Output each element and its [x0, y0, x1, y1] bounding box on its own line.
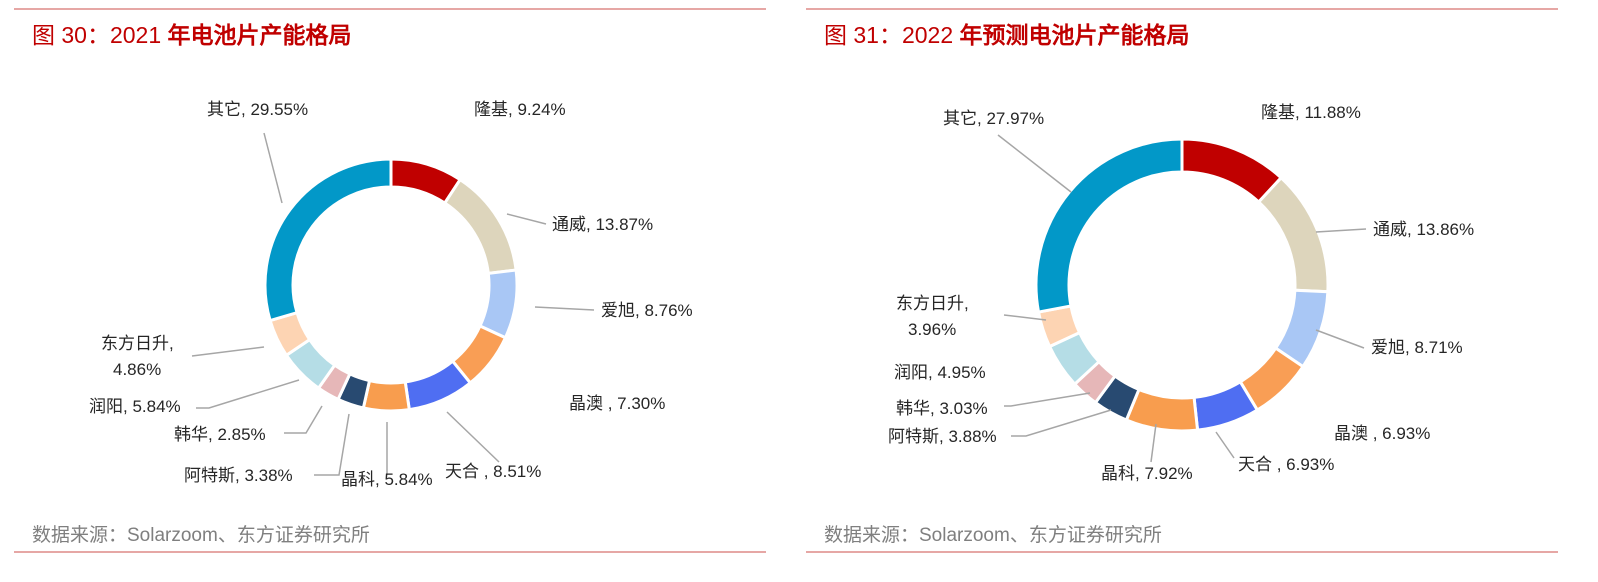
data-label-11: 其它, 27.97%	[943, 109, 1044, 128]
chart-panel-2022: 图 31：2022 年预测电池片产能格局 隆基, 11.88% 通威, 13.86…	[806, 0, 1558, 582]
leader-line-3	[1315, 329, 1365, 349]
donut-slice-2	[1256, 175, 1330, 294]
leader-line-7	[314, 413, 350, 476]
data-label-9: 润阳, 4.95%	[894, 363, 986, 382]
data-label-3: 爱旭, 8.76%	[601, 301, 693, 320]
title-prefix: 图 30：2021	[32, 22, 168, 48]
leader-line-9	[196, 379, 300, 409]
donut-slice-11	[1034, 137, 1184, 314]
leader-line-7	[1011, 409, 1112, 437]
data-label-7: 阿特斯, 3.38%	[184, 466, 293, 485]
leader-line-5	[1215, 431, 1235, 459]
data-label-5: 天合 , 6.93%	[1238, 455, 1334, 474]
data-label-2: 通威, 13.86%	[1373, 220, 1474, 239]
leader-line-8	[284, 405, 323, 434]
chart-title: 图 31：2022 年预测电池片产能格局	[824, 16, 1190, 50]
data-label-7: 阿特斯, 3.88%	[888, 427, 997, 446]
data-label-11: 其它, 29.55%	[207, 100, 308, 119]
top-rule	[14, 8, 766, 10]
data-label-10: 东方日升, 4.86%	[101, 334, 174, 379]
data-label-8: 韩华, 3.03%	[896, 399, 988, 418]
donut-slice-11	[263, 157, 393, 323]
title-prefix: 图 31：2022	[824, 22, 960, 48]
data-label-2: 通威, 13.87%	[552, 215, 653, 234]
data-label-3: 爱旭, 8.71%	[1371, 338, 1463, 357]
data-label-5: 天合 , 8.51%	[445, 462, 541, 481]
donut-slice-2	[442, 177, 518, 276]
data-label-6: 晶科, 7.92%	[1101, 464, 1193, 483]
top-rule	[806, 8, 1558, 10]
data-label-1: 隆基, 9.24%	[474, 100, 566, 119]
title-main: 年电池片产能格局	[167, 22, 352, 48]
bottom-rule	[806, 551, 1558, 553]
data-label-4: 晶澳 , 7.30%	[569, 394, 665, 413]
leader-line-5	[446, 411, 500, 463]
chart-panel-2021: 图 30：2021 年电池片产能格局 隆基, 9.24% 通威, 13.87% 爱旭…	[14, 0, 766, 582]
chart-title: 图 30：2021 年电池片产能格局	[32, 16, 352, 50]
leader-line-11	[997, 134, 1072, 193]
bottom-rule	[14, 551, 766, 553]
donut-slice-6	[361, 378, 412, 413]
leader-line-3	[534, 306, 595, 311]
leader-line-2	[506, 213, 547, 225]
data-label-6: 晶科, 5.84%	[341, 470, 433, 489]
data-label-4: 晶澳 , 6.93%	[1334, 424, 1430, 443]
data-label-1: 隆基, 11.88%	[1261, 103, 1361, 122]
leader-line-8	[1004, 392, 1091, 407]
leader-line-11	[263, 132, 283, 204]
data-label-10: 东方日升, 3.96%	[896, 294, 969, 339]
leader-line-10	[191, 346, 265, 357]
leader-line-2	[1315, 228, 1367, 233]
leader-line-6	[1150, 423, 1157, 463]
title-main: 年预测电池片产能格局	[959, 22, 1190, 48]
leader-line-10	[1003, 314, 1047, 321]
source-note: 数据来源：Solarzoom、东方证券研究所	[824, 525, 1162, 546]
donut-chart-2021: 隆基, 9.24% 通威, 13.87% 爱旭, 8.76% 晶澳 , 7.30% 天合…	[89, 100, 693, 489]
data-label-8: 韩华, 2.85%	[174, 425, 266, 444]
data-label-9: 润阳, 5.84%	[89, 397, 181, 416]
source-note: 数据来源：Solarzoom、东方证券研究所	[32, 525, 370, 546]
donut-chart-2022: 隆基, 11.88% 通威, 13.86% 爱旭, 8.71% 晶澳 , 6.93%天…	[888, 103, 1474, 483]
